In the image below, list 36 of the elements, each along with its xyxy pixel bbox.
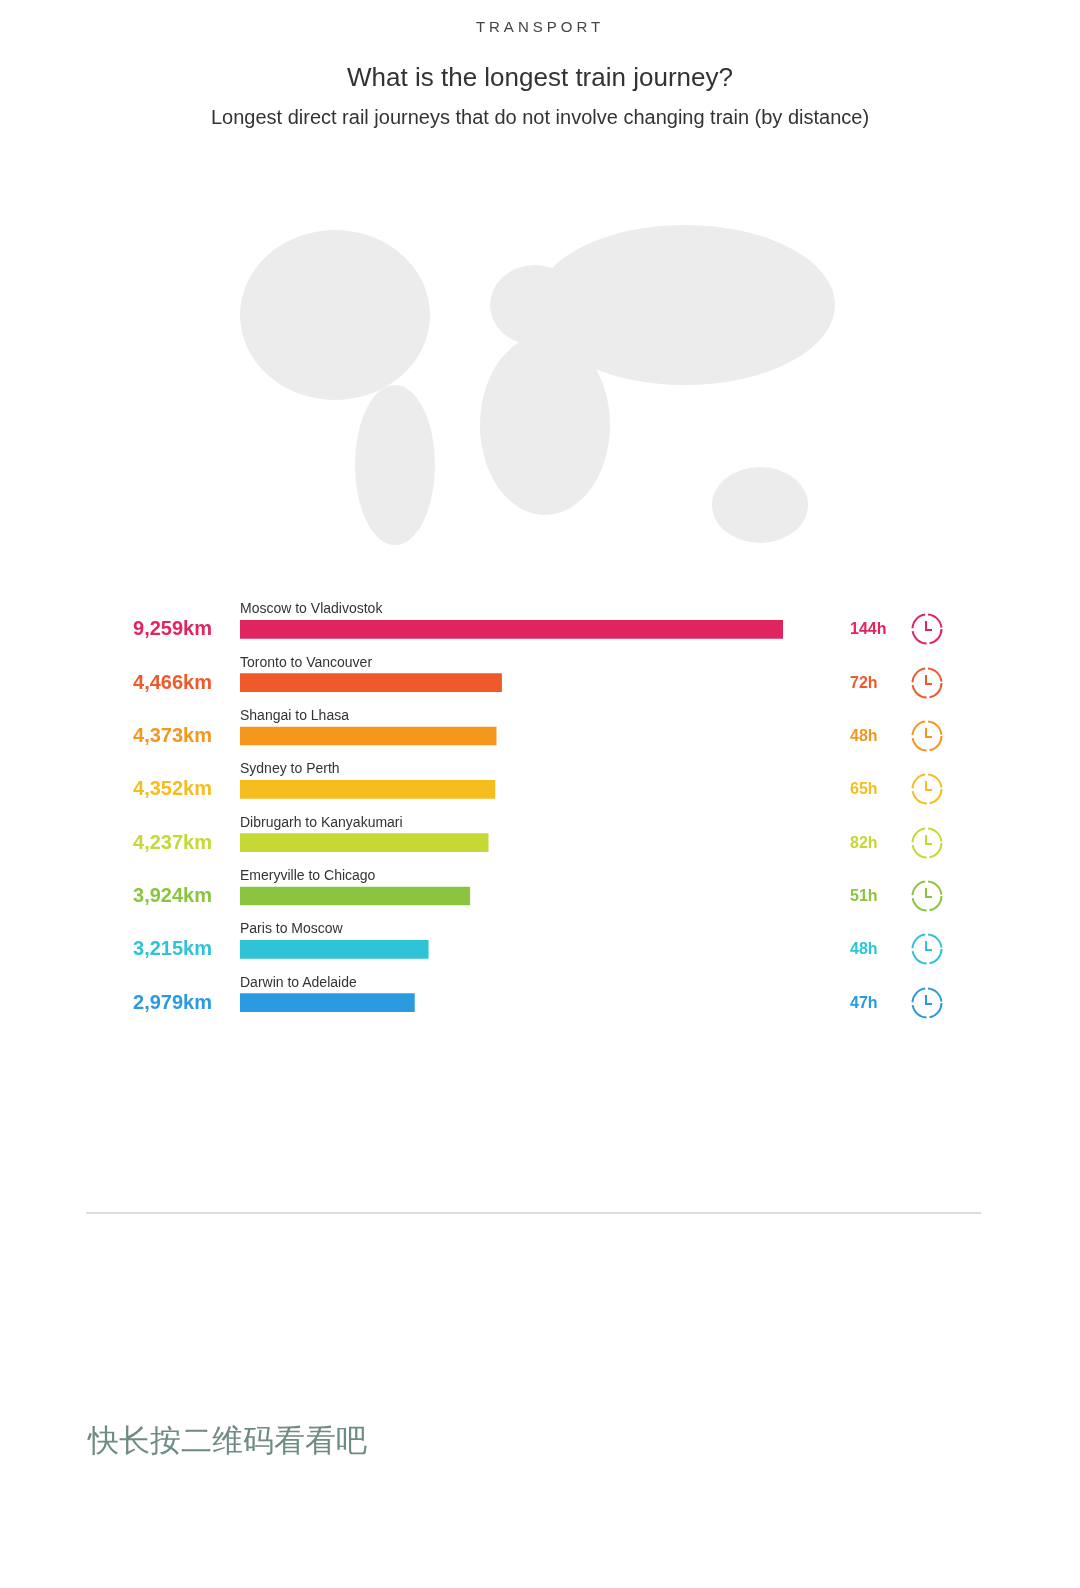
text: 82h [850, 833, 878, 851]
data-label: 4,352km [133, 777, 212, 800]
bar [240, 833, 489, 852]
chart-subtitle: Longest direct rail journeys that do not involve changing train (by distance) [209, 106, 871, 129]
bar [240, 726, 497, 746]
text: 48h [850, 940, 878, 958]
text: 47h [850, 993, 878, 1011]
data-label: 4,373km [133, 724, 212, 746]
y-tick-label: Moscow to Vladivostok [240, 600, 384, 617]
text: 快长按二维码看看吧 [88, 1421, 367, 1460]
data-label: 2,979km [133, 990, 212, 1013]
bar [240, 886, 471, 906]
text: 65h [850, 780, 878, 798]
y-tick-label: Emeryville to Chicago [240, 867, 376, 883]
y-tick-label: Paris to Moscow [240, 920, 344, 937]
y-tick-label: Toronto to Vancouver [240, 653, 373, 670]
data-label: 9,259km [133, 617, 212, 640]
data-label: 3,924km [133, 884, 212, 906]
bar [240, 940, 429, 959]
bar [240, 673, 502, 692]
y-tick-label: Sydney to Perth [240, 760, 340, 777]
text: 51h [850, 887, 878, 904]
chart-title: What is the longest train journey? [346, 62, 734, 93]
data-label: 4,466km [133, 670, 212, 693]
y-tick-label: Darwin to Adelaide [240, 973, 357, 990]
text: 144h [850, 620, 887, 638]
text: TRANSPORT [474, 18, 606, 35]
data-label: 3,215km [133, 937, 212, 960]
text: 72h [850, 673, 878, 691]
y-tick-label: Shangai to Lhasa [240, 707, 350, 723]
y-tick-label: Dibrugarh to Kanyakumari [240, 813, 403, 830]
data-label: 4,237km [133, 830, 212, 853]
bar [240, 620, 783, 639]
text: 48h [850, 727, 878, 744]
bar [240, 993, 415, 1012]
bar [240, 780, 496, 799]
